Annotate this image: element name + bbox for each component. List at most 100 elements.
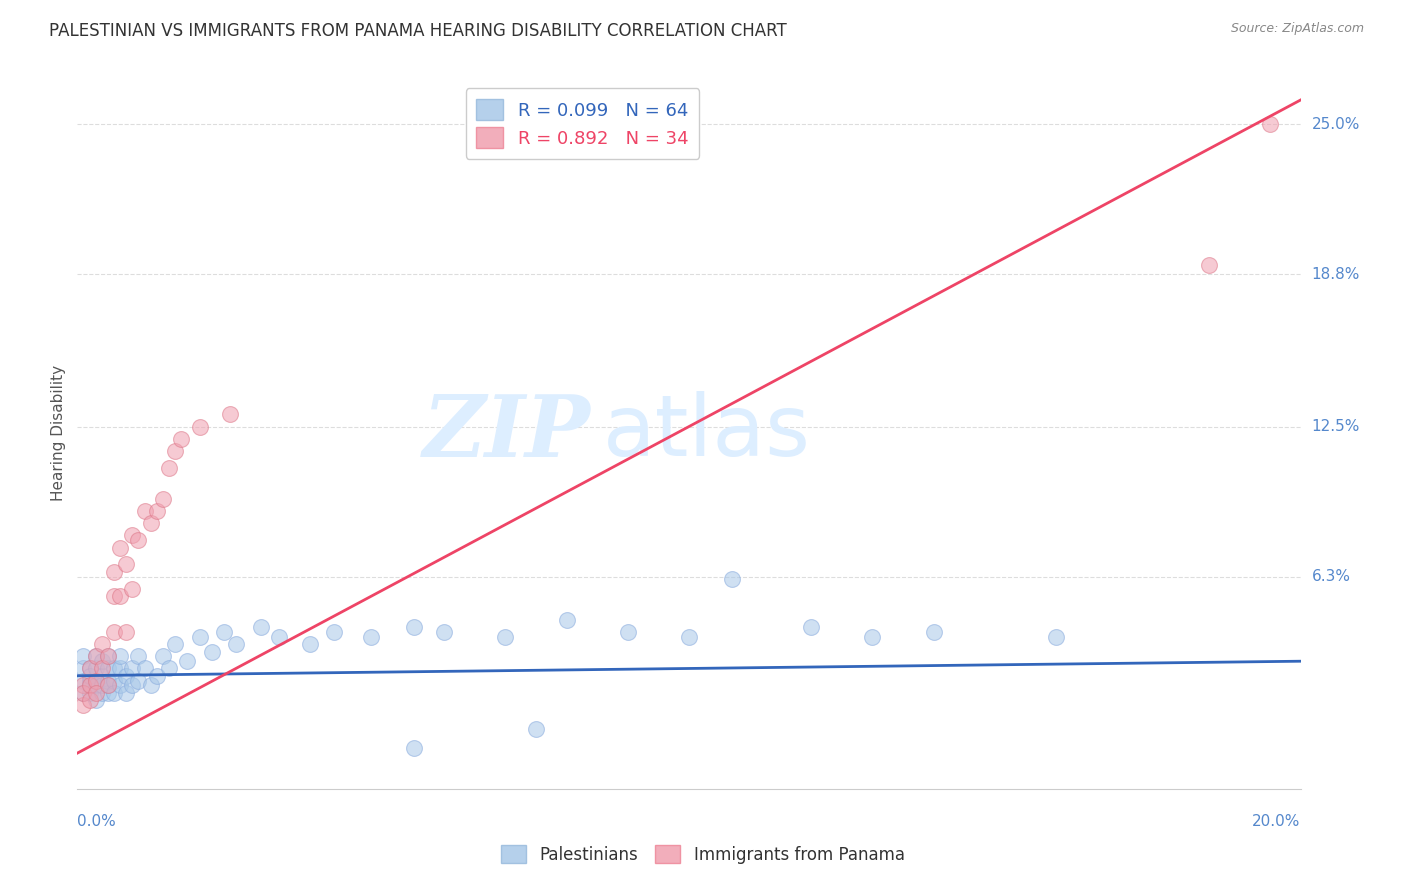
Point (127, 533, 149, 548)
Point (97, 678, 120, 692)
Point (115, 558, 138, 572)
Point (84, 686, 107, 700)
Point (97, 649, 120, 664)
Legend: Palestinians, Immigrants from Panama: Palestinians, Immigrants from Panama (495, 838, 911, 871)
Point (165, 443, 187, 458)
Point (433, 625, 456, 640)
Point (212, 625, 235, 640)
Point (170, 432, 193, 446)
Text: atlas: atlas (603, 391, 811, 475)
Point (298, 637, 321, 651)
Point (146, 504, 169, 518)
Point (79, 693, 101, 707)
Point (495, 630, 517, 644)
Point (84, 678, 107, 692)
Point (90, 686, 112, 700)
Point (97, 661, 120, 675)
Point (79, 678, 101, 692)
Text: 12.5%: 12.5% (1312, 419, 1360, 434)
Point (79, 669, 101, 683)
Point (79, 686, 101, 700)
Point (219, 408, 242, 422)
Point (97, 673, 120, 688)
Point (134, 661, 156, 675)
Point (134, 504, 156, 518)
Text: Source: ZipAtlas.com: Source: ZipAtlas.com (1230, 22, 1364, 36)
Text: 20.0%: 20.0% (1253, 814, 1301, 830)
Point (225, 637, 247, 651)
Point (103, 673, 125, 688)
Point (72, 661, 94, 675)
Point (360, 630, 382, 644)
Point (720, 572, 742, 586)
Point (157, 460, 180, 475)
Point (188, 419, 211, 434)
Point (103, 686, 125, 700)
Point (152, 649, 174, 664)
Point (84, 649, 107, 664)
Point (115, 669, 138, 683)
Point (188, 630, 211, 644)
Point (127, 649, 149, 664)
Text: PALESTINIAN VS IMMIGRANTS FROM PANAMA HEARING DISABILITY CORRELATION CHART: PALESTINIAN VS IMMIGRANTS FROM PANAMA HE… (49, 22, 787, 40)
Y-axis label: Hearing Disability: Hearing Disability (51, 365, 66, 500)
Legend: R = 0.099   N = 64, R = 0.892   N = 34: R = 0.099 N = 64, R = 0.892 N = 34 (465, 88, 699, 159)
Text: 18.8%: 18.8% (1312, 267, 1360, 282)
Text: ZIP: ZIP (423, 391, 591, 475)
Point (72, 686, 94, 700)
Point (1198, 258, 1220, 272)
Point (165, 637, 187, 651)
Point (157, 661, 180, 675)
Point (269, 630, 291, 644)
Point (678, 630, 700, 644)
Point (127, 673, 149, 688)
Point (402, 741, 425, 756)
Point (103, 661, 125, 675)
Point (79, 661, 101, 675)
Point (90, 678, 112, 692)
Point (139, 678, 162, 692)
Point (800, 620, 823, 634)
Point (84, 673, 107, 688)
Point (84, 673, 107, 688)
Point (108, 541, 131, 555)
Point (323, 625, 346, 640)
Point (90, 654, 112, 668)
Point (1045, 630, 1067, 644)
Point (115, 625, 138, 640)
Point (201, 644, 224, 658)
Point (103, 565, 125, 579)
Text: 0.0%: 0.0% (77, 814, 117, 830)
Point (402, 620, 425, 634)
Point (90, 637, 112, 651)
Point (103, 589, 125, 603)
Point (84, 661, 107, 675)
Point (108, 589, 131, 603)
Point (72, 686, 94, 700)
Point (922, 625, 945, 640)
Point (121, 661, 143, 675)
Point (108, 649, 131, 664)
Point (524, 722, 547, 736)
Point (72, 678, 94, 692)
Point (152, 492, 174, 507)
Point (84, 649, 107, 664)
Point (72, 673, 94, 688)
Point (115, 686, 138, 700)
Point (146, 669, 169, 683)
Text: 6.3%: 6.3% (1312, 569, 1351, 584)
Point (108, 661, 131, 675)
Point (84, 693, 107, 707)
Point (79, 678, 101, 692)
Point (90, 669, 112, 683)
Point (121, 678, 143, 692)
Point (79, 661, 101, 675)
Point (139, 516, 162, 531)
Point (79, 673, 101, 688)
Point (97, 686, 120, 700)
Point (121, 528, 143, 542)
Point (617, 625, 640, 640)
Point (72, 698, 94, 712)
Point (97, 649, 120, 664)
Point (555, 613, 578, 627)
